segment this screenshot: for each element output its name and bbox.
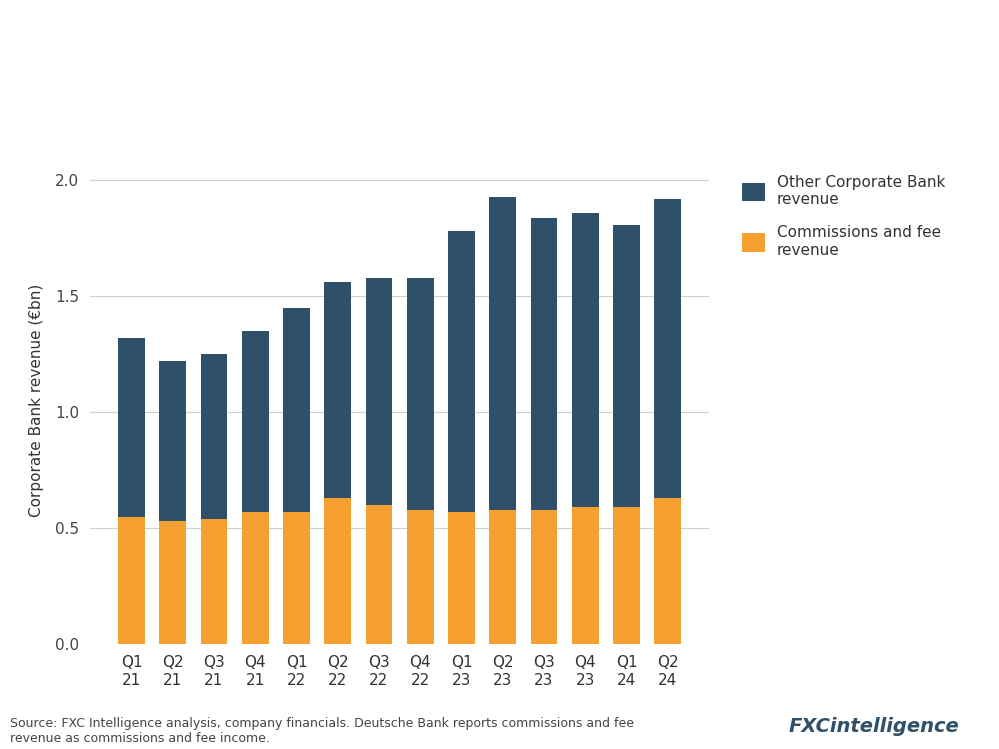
Text: FXCintelligence: FXCintelligence [788,717,959,736]
Bar [449,512,475,644]
Bar [571,213,598,507]
Bar [407,509,434,644]
Text: Source: FXC Intelligence analysis, company financials. Deutsche Bank reports com: Source: FXC Intelligence analysis, compa… [10,718,634,745]
Bar [283,512,310,644]
Bar [530,217,557,509]
Y-axis label: Corporate Bank revenue (€bn): Corporate Bank revenue (€bn) [29,284,44,518]
Legend: Other Corporate Bank
revenue, Commissions and fee
revenue: Other Corporate Bank revenue, Commission… [741,175,945,258]
Bar [201,354,228,519]
Bar [571,507,598,644]
Bar [283,308,310,512]
Bar [242,512,269,644]
Bar [613,225,640,507]
Bar [530,509,557,644]
Bar [159,521,186,644]
Bar [325,282,351,498]
Bar [654,199,681,498]
Bar [654,498,681,644]
Bar [366,505,393,644]
Bar [407,278,434,509]
Bar [242,331,269,512]
Bar [118,338,145,517]
Bar [490,509,516,644]
Text: Commissions and fee revenue has remained steady for DB: Commissions and fee revenue has remained… [12,28,882,55]
Bar [613,507,640,644]
Text: Deutsche Bank’s Corporate Bank quarterly revenue by revenue type: Deutsche Bank’s Corporate Bank quarterly… [12,85,631,103]
Bar [325,498,351,644]
Bar [366,278,393,505]
Bar [201,519,228,644]
Bar [449,231,475,512]
Bar [490,197,516,509]
Bar [159,361,186,521]
Bar [118,517,145,644]
